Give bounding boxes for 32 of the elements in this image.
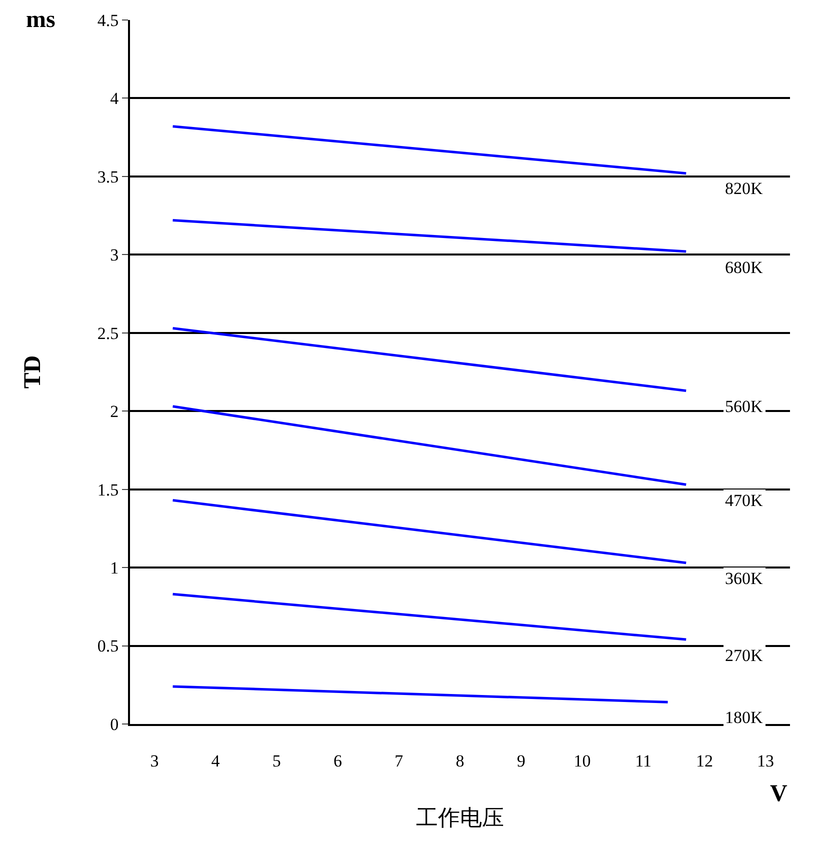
x-tick-label: 4 [211,751,220,770]
text: 470K [725,491,764,510]
text: 820K [725,179,764,198]
x-tick-label: 8 [456,751,464,770]
x-tick-label: 12 [696,751,713,770]
y-tick-label: 0 [110,714,119,734]
text: 680K [725,258,764,277]
text: V [770,781,788,807]
x-tick-label: 6 [334,751,342,770]
text: 560K [725,397,764,416]
y-tick-label: 3.5 [97,167,119,186]
x-tick-label: 13 [757,751,774,770]
y-tick-label: 4.5 [97,10,119,30]
x-tick-label: 9 [516,751,526,770]
y-tick-label: 1 [110,558,119,578]
y-tick-label: 2 [110,402,119,422]
x-axis-title: 工作电压 [416,804,504,830]
x-tick-label: 5 [272,751,281,770]
y-tick-label: 4 [110,89,120,108]
x-tick-label: 10 [574,751,591,770]
y-tick-label: 3 [110,246,119,265]
y-tick-label: 1.5 [97,480,119,500]
y-tick-label: 0.5 [97,636,119,656]
x-tick-label: 7 [394,751,404,770]
x-tick-label: 3 [150,751,159,770]
x-tick-label: 11 [635,751,652,770]
text: 360K [725,569,764,588]
text: 180K [725,708,764,727]
text: 270K [725,646,764,665]
y-tick-label: 2.5 [97,324,119,343]
text: ms [26,7,56,33]
y-axis-title: TD [20,355,46,389]
